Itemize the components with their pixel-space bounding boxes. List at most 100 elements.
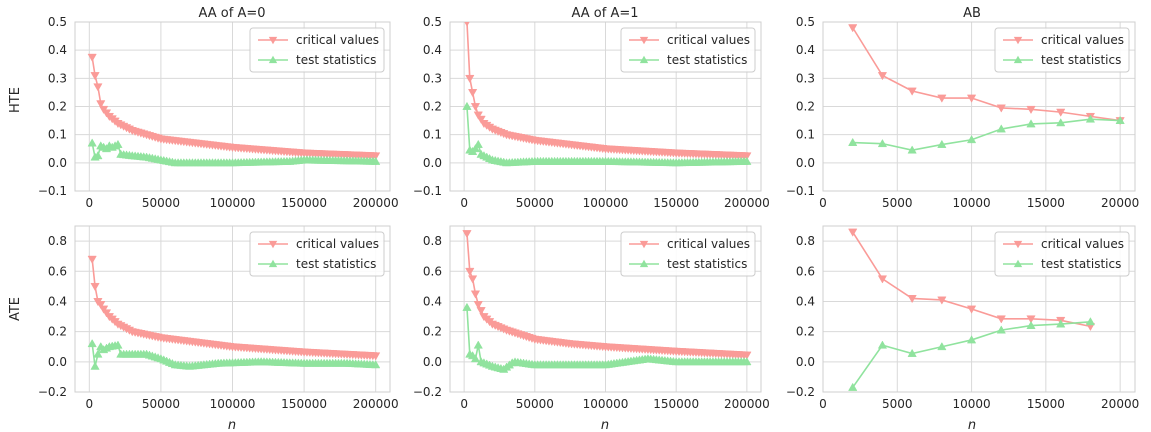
point-test bbox=[93, 151, 103, 160]
xtick-label: 10000 bbox=[952, 397, 990, 411]
point-critical bbox=[476, 115, 486, 124]
point-test bbox=[907, 348, 917, 357]
point-critical bbox=[937, 296, 947, 305]
point-critical bbox=[1026, 315, 1036, 324]
xtick-label: 0 bbox=[85, 397, 93, 411]
point-test bbox=[937, 342, 947, 351]
xtick-label: 100000 bbox=[583, 397, 629, 411]
legend-label-test: test statistics bbox=[296, 53, 376, 67]
point-test bbox=[462, 101, 472, 110]
point-critical bbox=[473, 111, 483, 120]
point-critical bbox=[93, 83, 103, 92]
plot-area bbox=[87, 53, 381, 167]
point-test bbox=[996, 325, 1006, 334]
legend-box bbox=[249, 27, 385, 73]
xtick-label: 150000 bbox=[653, 196, 699, 210]
point-critical bbox=[966, 305, 977, 314]
xtick-label: 50000 bbox=[142, 397, 180, 411]
point-critical bbox=[848, 24, 858, 33]
xtick-label: 0 bbox=[460, 397, 468, 411]
legend: critical values test statistics bbox=[994, 231, 1130, 277]
legend-label-test: test statistics bbox=[1041, 257, 1121, 271]
plot-area bbox=[462, 230, 752, 373]
ytick-label: 0.2 bbox=[796, 100, 815, 114]
point-critical bbox=[907, 87, 917, 96]
point-critical bbox=[473, 301, 483, 310]
legend-label-critical: critical values bbox=[296, 33, 379, 47]
point-test bbox=[87, 138, 97, 147]
point-test bbox=[90, 361, 100, 370]
ytick-label: 0.0 bbox=[796, 355, 815, 369]
ytick-label: −0.1 bbox=[413, 184, 442, 198]
ytick-label: 0.2 bbox=[48, 325, 67, 339]
legend-marker-test bbox=[268, 259, 278, 268]
point-critical bbox=[470, 290, 481, 299]
axes-frame bbox=[74, 225, 391, 393]
point-critical bbox=[96, 100, 106, 109]
xtick-label: 200000 bbox=[353, 196, 399, 210]
ytick-label: −0.2 bbox=[38, 385, 67, 399]
title-aa-a1: AA of A=1 bbox=[572, 6, 639, 21]
title-ab: AB bbox=[963, 6, 981, 21]
ytick-label: 0.0 bbox=[796, 156, 815, 170]
point-test bbox=[848, 137, 858, 146]
legend-label-critical: critical values bbox=[296, 237, 379, 251]
point-critical bbox=[848, 228, 858, 237]
xtick-label: 20000 bbox=[1101, 196, 1139, 210]
title-aa-a0: AA of A=0 bbox=[199, 6, 266, 21]
xtick-label: 100000 bbox=[210, 196, 256, 210]
legend-box bbox=[994, 27, 1130, 73]
ytick-label: 0.8 bbox=[796, 234, 815, 248]
point-critical bbox=[467, 275, 478, 284]
point-test bbox=[473, 139, 483, 148]
legend-marker-critical bbox=[1013, 240, 1023, 249]
legend-marker-test bbox=[1013, 259, 1023, 268]
ytick-label: 0.4 bbox=[48, 43, 67, 57]
ytick-label: 0.6 bbox=[423, 264, 442, 278]
panel-1: −0.1 0.0 0.1 0.2 0.3 0.4 0.5 0 50000 100000 150000… bbox=[38, 15, 399, 210]
xtick-label: 0 bbox=[819, 196, 827, 210]
xlabel-col2: n bbox=[601, 418, 609, 432]
point-critical bbox=[1056, 108, 1066, 117]
point-test bbox=[473, 340, 483, 349]
axes-frame bbox=[74, 21, 391, 192]
legend: critical values test statistics bbox=[620, 27, 756, 73]
point-critical bbox=[465, 74, 475, 84]
ytick-label: 0.3 bbox=[48, 71, 67, 85]
xtick-label: 100000 bbox=[210, 397, 256, 411]
ytick-label: 0.2 bbox=[48, 100, 67, 114]
ytick-label: −0.1 bbox=[38, 184, 67, 198]
legend-marker-critical bbox=[639, 240, 649, 249]
xtick-label: 10000 bbox=[952, 196, 990, 210]
point-test bbox=[996, 124, 1006, 133]
point-test bbox=[1026, 320, 1036, 329]
point-critical bbox=[877, 275, 888, 284]
xtick-label: 150000 bbox=[281, 397, 327, 411]
xtick-label: 50000 bbox=[516, 397, 554, 411]
legend-box bbox=[994, 231, 1130, 277]
legend-label-test: test statistics bbox=[1041, 53, 1121, 67]
xtick-label: 5000 bbox=[882, 397, 913, 411]
ytick-label: 0.0 bbox=[48, 355, 67, 369]
ytick-label: 0.4 bbox=[423, 43, 442, 57]
row-label-ate: ATE bbox=[8, 297, 23, 321]
ytick-label: 0.2 bbox=[423, 100, 442, 114]
ytick-label: 0.6 bbox=[48, 264, 67, 278]
point-critical bbox=[371, 352, 381, 361]
ytick-label: 0.8 bbox=[48, 234, 67, 248]
point-test bbox=[848, 382, 858, 391]
point-critical bbox=[996, 315, 1006, 324]
point-critical bbox=[1026, 105, 1036, 115]
point-test bbox=[1056, 319, 1066, 328]
point-test bbox=[742, 156, 752, 165]
legend-box bbox=[620, 27, 756, 73]
point-critical bbox=[464, 22, 470, 27]
point-critical bbox=[996, 104, 1006, 113]
legend-label-critical: critical values bbox=[667, 33, 750, 47]
ytick-label: 0.5 bbox=[423, 15, 442, 29]
panel-2: −0.1 0.0 0.1 0.2 0.3 0.4 0.5 0 50000 100000 150000… bbox=[413, 15, 770, 210]
axes-frame bbox=[449, 21, 762, 192]
plot-area bbox=[848, 228, 1096, 391]
axes-frame bbox=[822, 225, 1136, 393]
